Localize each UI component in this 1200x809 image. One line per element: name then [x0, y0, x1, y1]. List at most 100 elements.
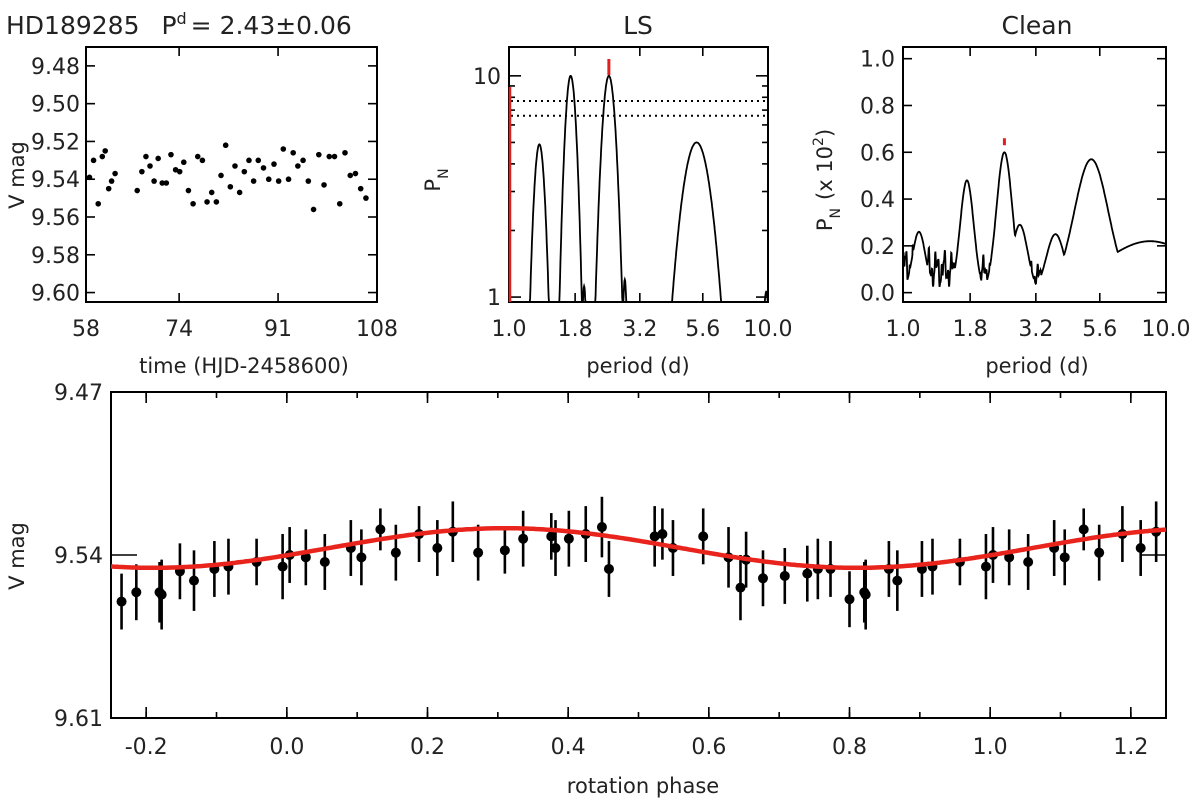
phase-ytick-label: 9.54 [54, 544, 103, 569]
lightcurve-point [342, 149, 348, 156]
clean-xtick-label: 1.8 [953, 317, 988, 342]
lightcurve-point [105, 185, 112, 192]
lightcurve-point [176, 168, 183, 175]
phase-point [657, 529, 668, 540]
clean-ylabel-rest: (x 10 [813, 146, 837, 200]
lightcurve-point [305, 178, 312, 184]
clean-ylabel-exp: 2 [811, 137, 827, 146]
phase-point [432, 543, 443, 554]
phase-point [518, 533, 529, 544]
lightcurve-point [246, 157, 252, 164]
phase-point [356, 552, 367, 563]
clean-xlabel: period (d) [985, 354, 1088, 378]
ls-ytick-label: 10 [473, 65, 501, 90]
lightcurve-xtick-label: 108 [356, 317, 398, 342]
phase-point [1059, 552, 1070, 563]
phase-point [698, 531, 709, 542]
lightcurve-point [190, 200, 196, 207]
ls-ytick-label: 1 [487, 286, 501, 311]
lightcurve-point [208, 189, 215, 196]
lightcurve-ytick-label: 9.54 [31, 168, 80, 193]
phase-point [1004, 552, 1015, 563]
clean-xtick-label: 10.0 [1142, 317, 1191, 342]
phase-curve-panel: -0.2 0.0 0.2 0.4 0.6 0.8 1.0 1.2 9.47 9.54 9.61 [54, 381, 1167, 760]
phase-point [860, 589, 871, 600]
clean-ylabel-sub: N [828, 208, 844, 218]
lightcurve-panel: 58 74 91 108 9.48 9.50 9.52 9.54 9.56 9.58 9.60 [31, 46, 398, 342]
ls-xtick-label: 1.0 [492, 317, 527, 342]
phase-xtick-label: 0.2 [410, 735, 445, 760]
phase-point [1135, 543, 1146, 554]
clean-xtick-label: 1.0 [886, 317, 921, 342]
lightcurve-point [163, 180, 170, 186]
phase-point [550, 543, 561, 554]
clean-ylabel: PN (x 102) [811, 129, 844, 231]
lightcurve-point [326, 153, 333, 160]
phase-xtick-label: 0.6 [691, 735, 726, 760]
lightcurve-xtick-label: 74 [165, 317, 193, 342]
phase-point [844, 594, 855, 605]
clean-ytick-label: 0.4 [860, 188, 895, 213]
lightcurve-point [108, 178, 115, 184]
clean-ytick-label: 0.6 [860, 141, 895, 166]
lightcurve-xtick-label: 58 [72, 317, 100, 342]
lightcurve-point [168, 151, 174, 158]
clean-ytick-label: 0.2 [860, 235, 895, 260]
lightcurve-point [321, 182, 327, 188]
lightcurve-point [95, 200, 102, 207]
lightcurve-point [232, 163, 238, 169]
phase-point [156, 589, 167, 600]
phase-point [319, 556, 330, 567]
phase-point [802, 568, 813, 579]
lightcurve-point [331, 153, 338, 160]
phase-point [735, 582, 746, 593]
lightcurve-point [112, 170, 118, 177]
lightcurve-point [155, 155, 161, 162]
lightcurve-point [352, 170, 359, 177]
lightcurve-ytick-label: 9.50 [31, 93, 80, 118]
lightcurve-point [285, 176, 292, 183]
lightcurve-point [363, 195, 369, 201]
phase-point [563, 533, 574, 544]
phase-ylabel: V mag [5, 522, 29, 590]
lightcurve-point [147, 163, 153, 169]
ls-periodogram-line [509, 74, 769, 303]
lightcurve-point [300, 157, 306, 164]
phase-point [473, 547, 484, 558]
lightcurve-point [280, 146, 287, 152]
phase-xtick-label: 0.4 [551, 735, 586, 760]
phase-fit-curve [110, 525, 1167, 571]
ls-xtick-label: 3.2 [622, 317, 657, 342]
period-value: = 2.43±0.06 [191, 11, 352, 40]
phase-xtick-label: -0.2 [125, 735, 168, 760]
ls-title: LS [623, 11, 653, 40]
lightcurve-point [194, 153, 201, 160]
lightcurve-point [310, 206, 317, 213]
lightcurve-point [260, 165, 267, 171]
star-name: HD189285 [6, 11, 139, 40]
lightcurve-point [218, 172, 224, 179]
lightcurve-ytick-label: 9.58 [31, 244, 80, 269]
lightcurve-point [139, 168, 145, 175]
clean-periodogram-line [902, 151, 1167, 288]
clean-xtick-label: 5.6 [1082, 317, 1117, 342]
lightcurve-point [204, 199, 210, 205]
phase-point [1094, 547, 1105, 558]
lightcurve-point [159, 180, 166, 186]
ls-xtick-label: 10.0 [744, 317, 793, 342]
lightcurve-xtick-label: 91 [264, 317, 292, 342]
phase-point [757, 573, 768, 584]
ls-ylabel: PN [421, 168, 452, 191]
lightcurve-point [336, 200, 343, 207]
phase-xlabel: rotation phase [567, 774, 719, 798]
lightcurve-point [290, 149, 296, 156]
lightcurve-point [134, 187, 141, 194]
phase-point [499, 545, 510, 556]
lightcurve-point [222, 142, 229, 149]
phase-ytick-label: 9.47 [54, 381, 103, 406]
phase-point [546, 531, 557, 542]
ls-xlabel: period (d) [586, 354, 689, 378]
clean-frame [902, 46, 1167, 303]
ls-xtick-label: 1.8 [558, 317, 593, 342]
lightcurve-point [275, 178, 282, 184]
